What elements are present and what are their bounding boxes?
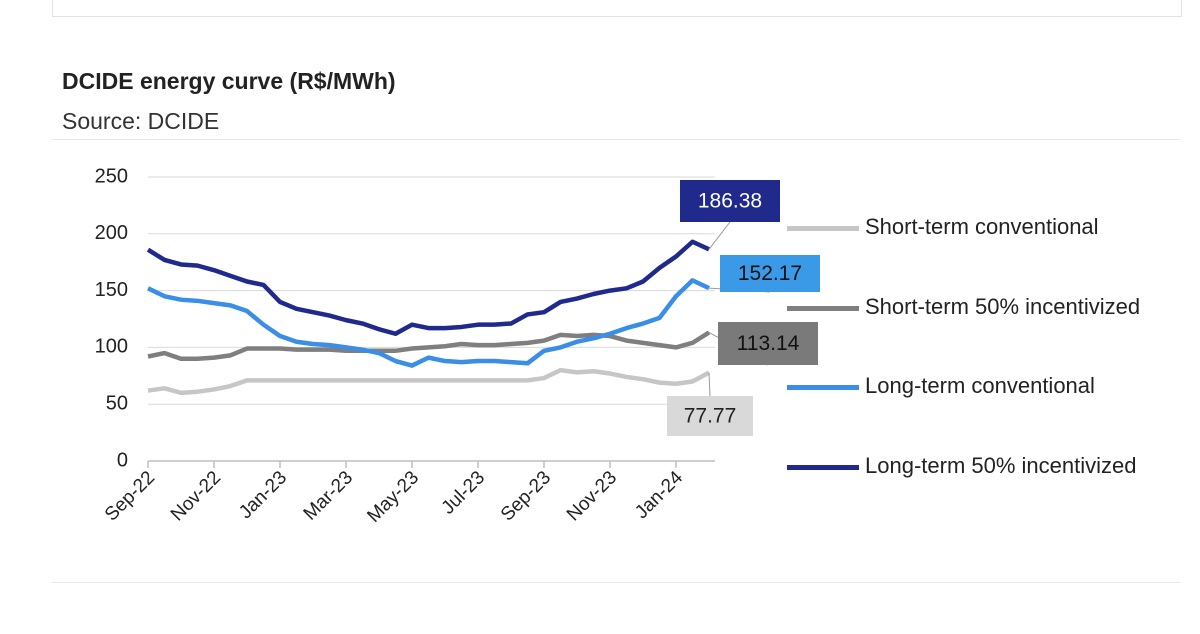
legend-item: Short-term 50% incentivized (787, 294, 1165, 322)
x-tick-label: Jan-24 (631, 467, 687, 523)
legend-item: Short-term conventional (787, 214, 1165, 242)
x-tick-label: Mar-23 (300, 467, 357, 524)
legend-label: Short-term 50% incentivized (865, 294, 1141, 319)
series-line (146, 239, 710, 337)
value-label: 186.38 (698, 190, 762, 213)
series-line (147, 367, 711, 396)
y-tick-label: 150 (95, 279, 128, 301)
y-tick-label: 100 (95, 336, 128, 358)
x-tick-label: Jul-23 (438, 467, 489, 518)
value-label-box (667, 396, 753, 436)
previous-panel (52, 0, 1182, 17)
chart-title: DCIDE energy curve (R$/MWh) (62, 68, 396, 94)
legend-label: Short-term conventional (865, 214, 1099, 239)
value-label: 77.77 (684, 405, 737, 428)
value-label-box (680, 180, 780, 222)
chart-panel (52, 139, 1180, 583)
x-tick-label: Sep-22 (101, 467, 159, 525)
leader-line (708, 372, 711, 397)
legend-marker (787, 306, 859, 311)
legend-label: Long-term conventional (865, 373, 1095, 398)
x-tick-label: Sep-23 (497, 467, 555, 525)
y-tick-label: 0 (117, 449, 128, 471)
x-tick-label: Nov-22 (167, 467, 225, 525)
value-label: 152.17 (738, 262, 802, 285)
series-line (147, 330, 711, 362)
legend-marker (787, 226, 859, 231)
x-tick-label: May-23 (363, 467, 423, 527)
y-tick-label: 200 (95, 222, 128, 244)
x-tick-label: Jan-23 (235, 467, 291, 523)
y-tick-label: 250 (95, 165, 128, 187)
value-label-box (720, 255, 820, 292)
legend-marker (787, 465, 859, 470)
legend-item: Long-term 50% incentivized (787, 453, 1165, 481)
leader-line (708, 221, 731, 250)
legend-marker (787, 385, 859, 390)
legend-label: Long-term 50% incentivized (865, 453, 1137, 478)
series-line (147, 278, 710, 368)
x-tick-label: Nov-23 (563, 467, 621, 525)
legend-item: Long-term conventional (787, 373, 1165, 401)
value-label: 113.14 (737, 332, 800, 355)
value-label-box (718, 322, 818, 365)
chart-subtitle: Source: DCIDE (62, 108, 220, 134)
y-tick-label: 50 (106, 392, 128, 414)
